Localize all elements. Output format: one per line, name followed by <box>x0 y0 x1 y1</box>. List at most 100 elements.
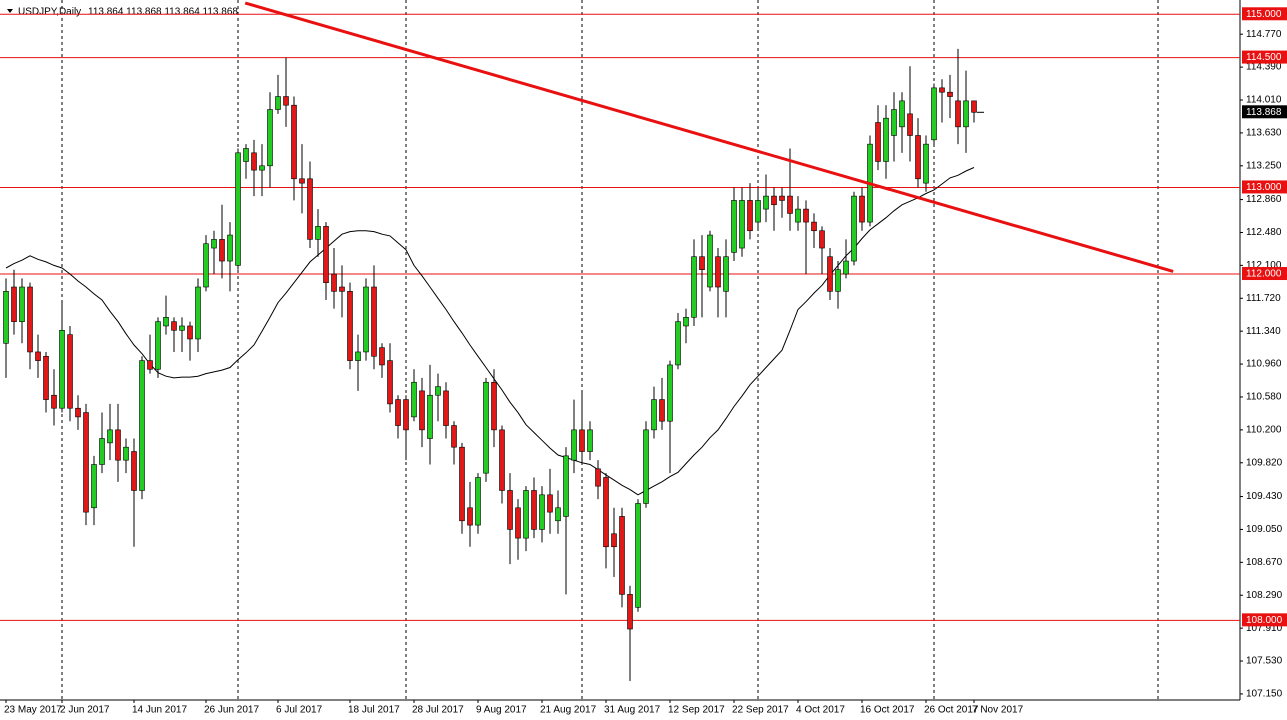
level-label-box <box>1242 7 1287 21</box>
candle-body <box>691 256 697 318</box>
y-tick-label: 107.910 <box>1246 623 1283 634</box>
candle-body <box>707 234 713 288</box>
candle-body <box>59 330 65 409</box>
x-tick-label: 6 Jul 2017 <box>276 705 323 716</box>
candle-body <box>579 429 585 452</box>
candle-body <box>163 317 169 327</box>
candle-body <box>723 256 729 292</box>
candle-body <box>555 507 561 522</box>
candle-body <box>211 239 217 249</box>
candle-body <box>67 334 73 409</box>
candle-body <box>499 429 505 491</box>
candle-body <box>955 100 961 128</box>
candle-body <box>683 317 689 327</box>
x-tick-label: 23 May 2017 <box>4 705 62 716</box>
candle-body <box>931 87 937 141</box>
candle-body <box>259 165 265 171</box>
candle-body <box>835 269 841 292</box>
candle-body <box>747 200 753 232</box>
candle-body <box>323 226 329 283</box>
candle-body <box>339 286 345 292</box>
candle-body <box>539 494 545 530</box>
candle-body <box>619 516 625 595</box>
candle-body <box>771 195 777 206</box>
level-label: 112.000 <box>1246 269 1282 280</box>
candle-body <box>939 87 945 93</box>
y-tick-label: 107.530 <box>1246 656 1283 667</box>
candle-body <box>491 381 497 431</box>
candle-body <box>43 355 49 400</box>
candle-body <box>715 256 721 288</box>
x-tick-label: 7 Nov 2017 <box>972 705 1024 716</box>
level-label-box <box>1242 180 1287 194</box>
candle-body <box>827 256 833 292</box>
level-label: 113.000 <box>1246 182 1282 193</box>
candle-body <box>731 200 737 253</box>
candle-body <box>915 135 921 180</box>
candle-body <box>131 451 137 491</box>
y-tick-label: 111.720 <box>1246 293 1281 304</box>
candle-body <box>755 200 761 223</box>
last-price-box <box>1242 105 1287 119</box>
moving-average <box>5 167 975 496</box>
y-tick-label: 110.580 <box>1246 392 1282 403</box>
x-tick-label: 22 Sep 2017 <box>732 705 789 716</box>
collapse-arrow <box>7 9 13 13</box>
level-label-box <box>1242 613 1287 627</box>
y-tick-label: 112.480 <box>1246 227 1282 238</box>
candle-body <box>11 286 17 322</box>
x-tick-label: 31 Aug 2017 <box>604 705 661 716</box>
candle-body <box>947 91 953 97</box>
candle-body <box>787 195 793 214</box>
candle-body <box>371 286 377 357</box>
x-tick-label: 4 Oct 2017 <box>796 705 845 716</box>
candle-body <box>27 286 33 353</box>
y-tick-label: 112.860 <box>1246 194 1282 205</box>
level-label: 115.000 <box>1246 9 1282 20</box>
candle-body <box>379 347 385 366</box>
candle-body <box>971 100 977 113</box>
candle-body <box>267 109 273 167</box>
last-price-label: 113.868 <box>1246 107 1282 118</box>
x-tick-label: 21 Aug 2017 <box>540 705 597 716</box>
y-tick-label: 111.340 <box>1246 326 1281 337</box>
candle-body <box>19 286 25 322</box>
candle-body <box>115 429 121 461</box>
candle-body <box>651 399 657 431</box>
candle-body <box>299 178 305 184</box>
candle-body <box>891 109 897 136</box>
candle-body <box>83 412 89 513</box>
candle-body <box>363 286 369 353</box>
candle-body <box>227 234 233 262</box>
candle-body <box>739 200 745 249</box>
y-tick-label: 114.010 <box>1246 95 1282 106</box>
x-tick-label: 12 Sep 2017 <box>668 705 725 716</box>
candle-body <box>387 360 393 405</box>
candle-body <box>763 195 769 210</box>
candle-body <box>459 446 465 522</box>
candle-body <box>435 386 441 396</box>
candle-body <box>699 256 705 270</box>
x-tick-label: 26 Jun 2017 <box>204 705 259 716</box>
candle-body <box>171 321 177 331</box>
y-tick-label: 112.100 <box>1246 260 1282 271</box>
candle-body <box>395 399 401 426</box>
candle-body <box>627 594 633 630</box>
candle-body <box>851 195 857 262</box>
candle-body <box>203 243 209 288</box>
candle-body <box>483 381 489 474</box>
candle-body <box>419 390 425 431</box>
candle-body <box>147 360 153 370</box>
y-tick-label: 108.290 <box>1246 590 1283 601</box>
candle-body <box>139 360 145 491</box>
y-tick-label: 114.390 <box>1246 62 1282 73</box>
candle-body <box>3 291 9 344</box>
candle-body <box>283 96 289 106</box>
candle-body <box>99 438 105 465</box>
x-tick-label: 18 Jul 2017 <box>348 705 400 716</box>
x-tick-label: 16 Oct 2017 <box>860 705 915 716</box>
candle-body <box>107 429 113 444</box>
candle-body <box>667 364 673 422</box>
candle-body <box>235 152 241 266</box>
ohlc-readout: 113.864 113.868 113.864 113.868 <box>88 7 238 18</box>
